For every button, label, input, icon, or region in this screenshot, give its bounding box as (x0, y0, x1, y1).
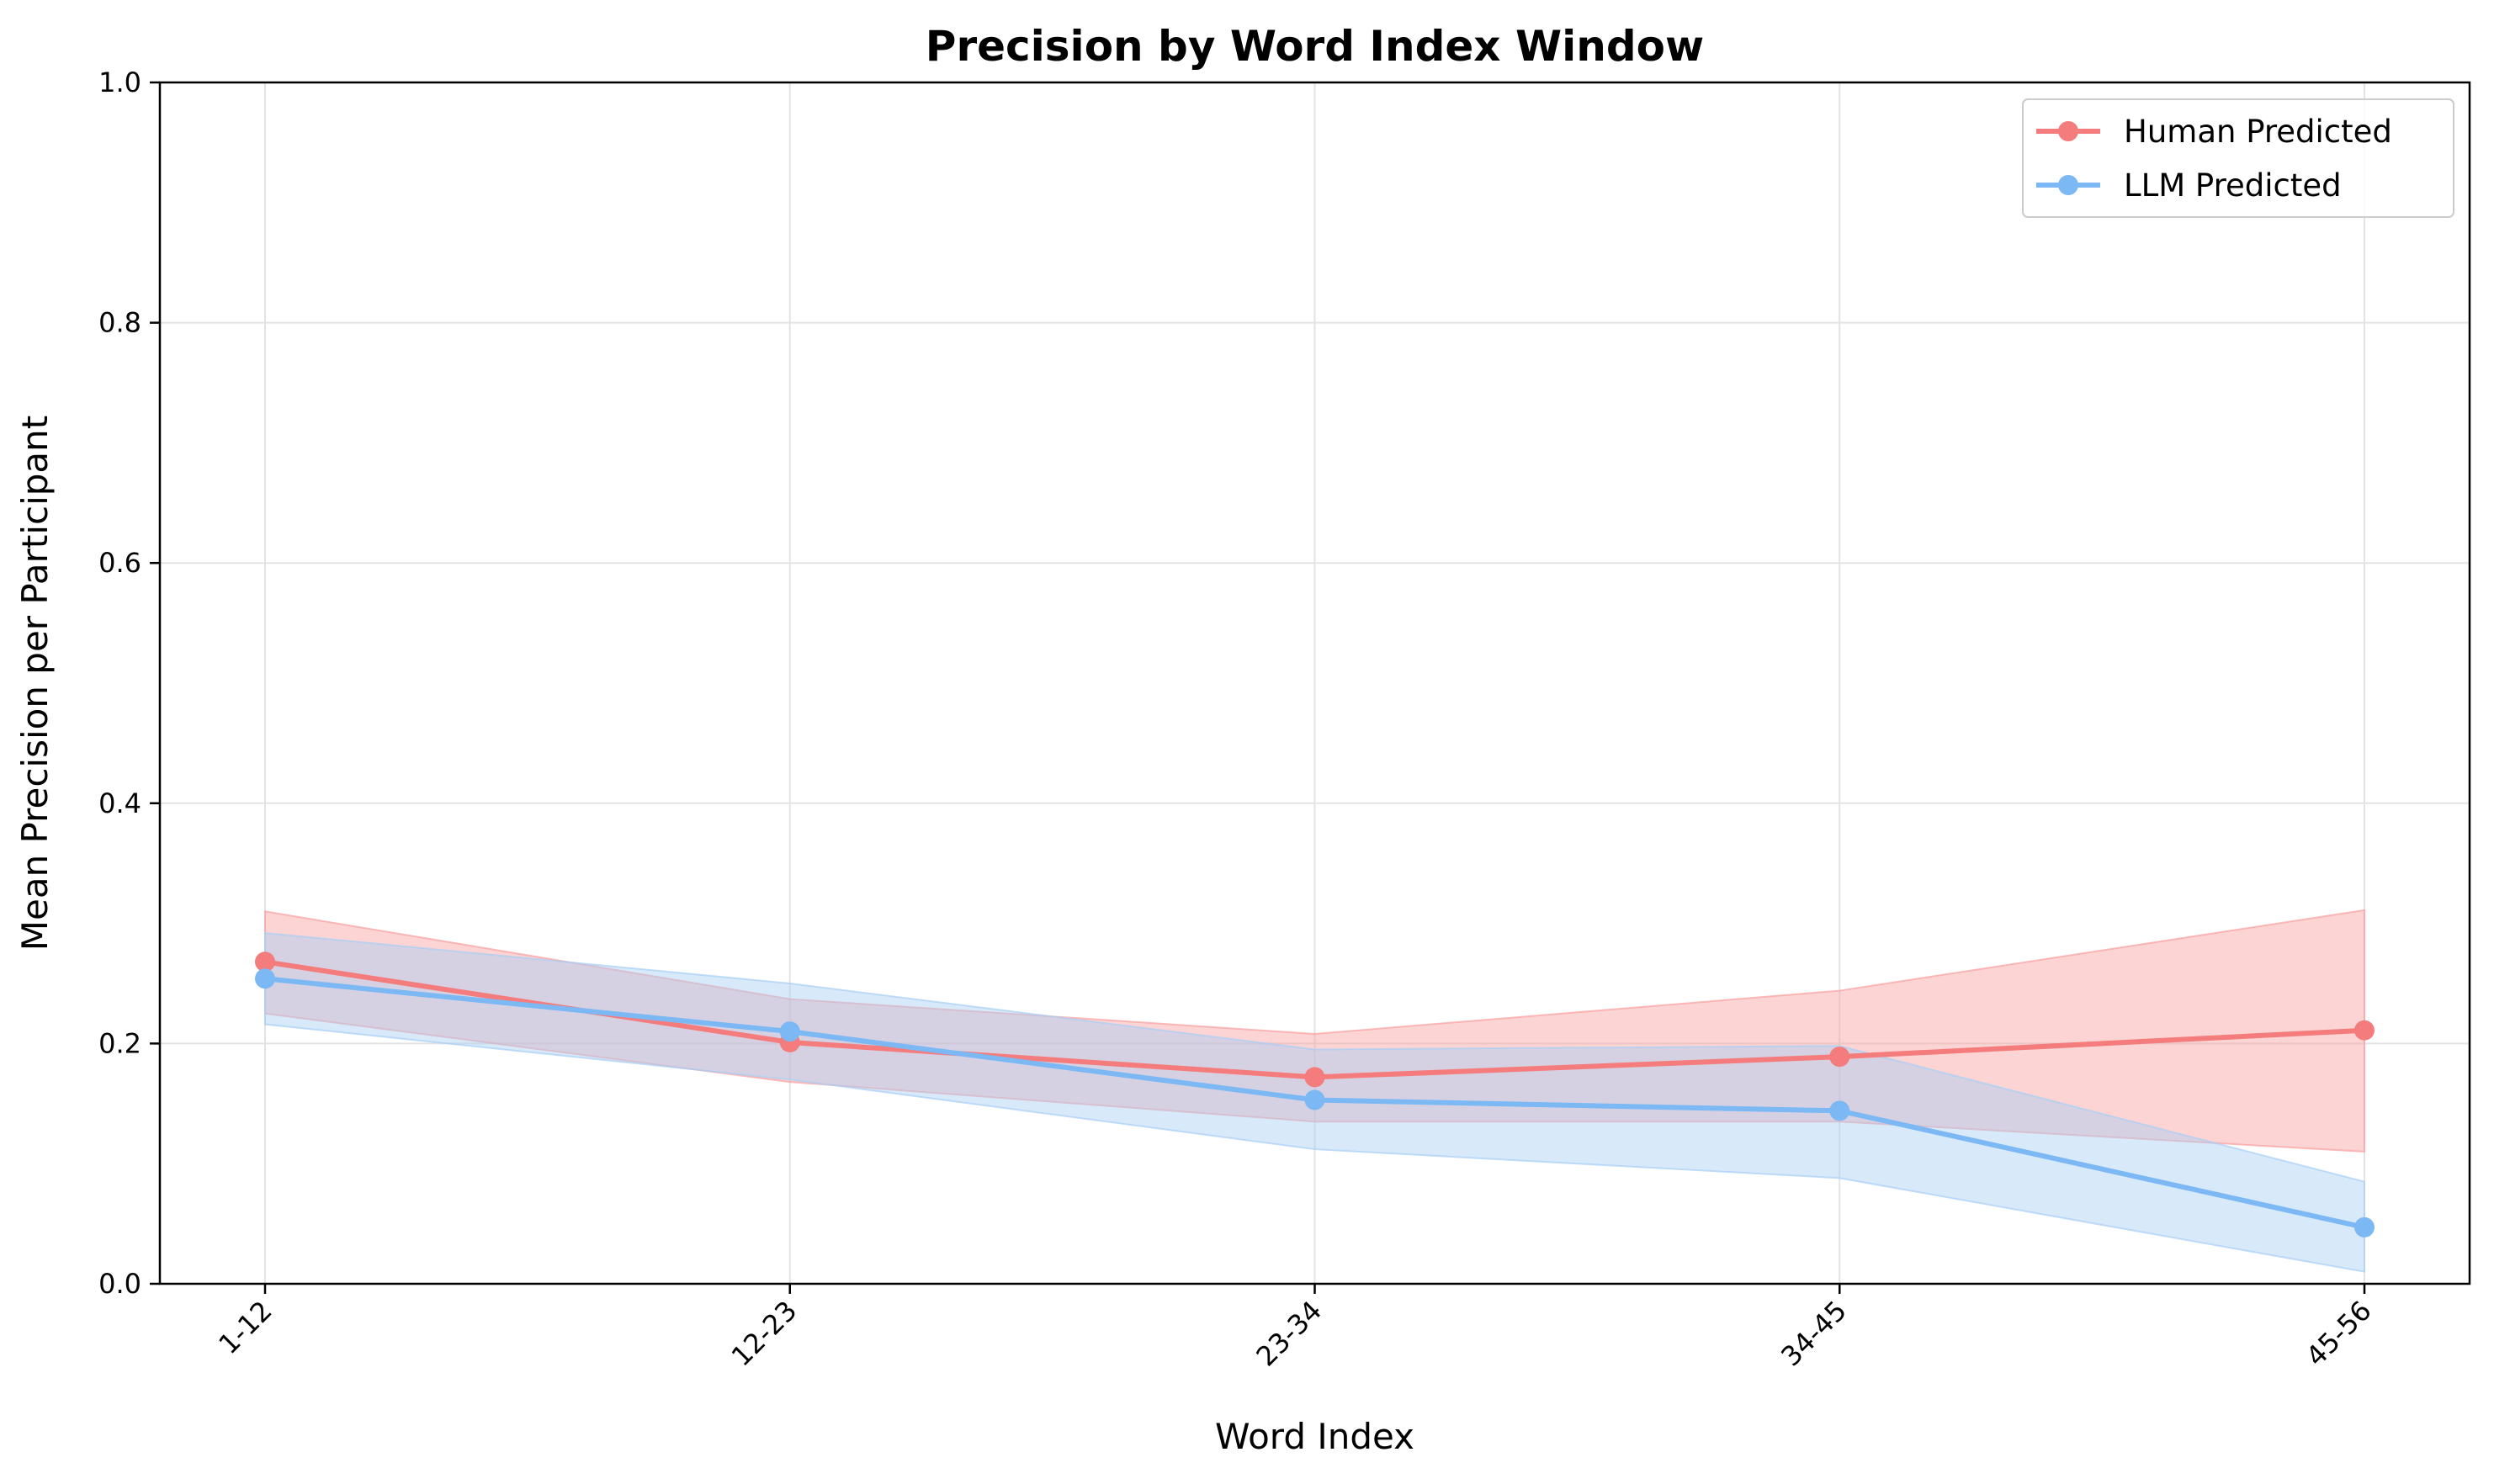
y-tick-label: 1.0 (98, 66, 141, 98)
data-point (1304, 1089, 1325, 1110)
data-point (1304, 1067, 1325, 1088)
legend-marker-1 (2058, 175, 2078, 195)
legend: Human Predicted LLM Predicted (2022, 98, 2454, 218)
y-tick-label: 0.6 (98, 547, 141, 579)
data-point (779, 1021, 800, 1042)
series-points (255, 951, 2375, 1238)
x-axis-title: Word Index (1215, 1416, 1414, 1457)
data-point (255, 951, 275, 973)
confidence-band-0 (264, 909, 2365, 1153)
y-axis-ticks: 0.0 0.2 0.4 0.6 0.8 1.0 (98, 66, 160, 1300)
data-point (1829, 1047, 1850, 1068)
legend-label-0: Human Predicted (2124, 114, 2392, 150)
legend-box (2022, 98, 2454, 218)
y-tick-label: 0.4 (98, 787, 141, 819)
chart-title: Precision by Word Index Window (926, 22, 1704, 71)
y-tick-label: 0.2 (98, 1027, 141, 1059)
data-point (1829, 1100, 1850, 1121)
y-tick-label: 0.8 (98, 307, 141, 339)
data-point (2354, 1020, 2375, 1041)
y-tick-label: 0.0 (98, 1268, 141, 1300)
legend-marker-0 (2058, 121, 2078, 141)
data-point (2354, 1216, 2375, 1238)
y-axis-title: Mean Precision per Participant (14, 416, 56, 951)
data-point (255, 968, 275, 989)
legend-label-1: LLM Predicted (2124, 167, 2342, 204)
